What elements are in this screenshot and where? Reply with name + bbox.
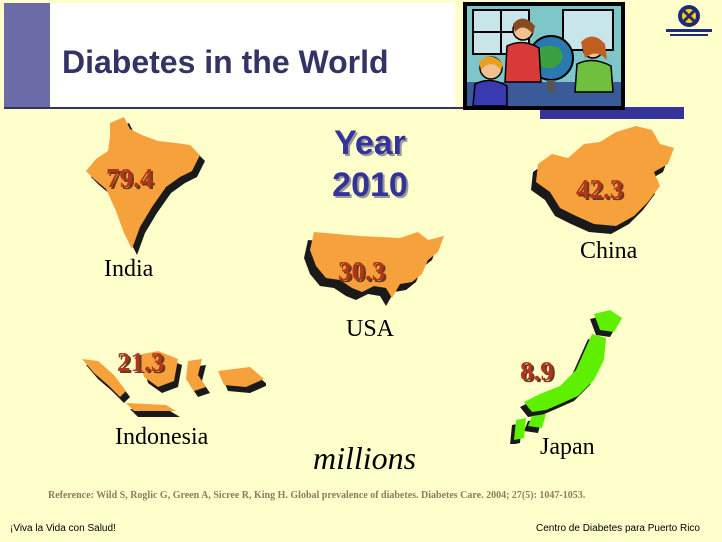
footer-organization: Centro de Diabetes para Puerto Rico: [536, 523, 700, 534]
usa-value: 30.3: [338, 256, 386, 286]
year-label: Year: [334, 124, 406, 162]
usa-map: [304, 232, 444, 306]
indonesia-name: Indonesia: [115, 424, 209, 450]
centro-de-diabetes-logo: [666, 5, 712, 36]
usa-shape: [310, 232, 444, 298]
indonesia-value: 21.3: [117, 347, 165, 377]
india-shape: [86, 117, 200, 249]
indonesia-shape: [82, 351, 264, 411]
china-shape: [536, 126, 674, 226]
japan-shape: [514, 310, 622, 440]
header-rule: [4, 107, 684, 109]
footer-slogan: ¡Viva la Vida con Salud!: [10, 523, 116, 534]
unit-label: millions: [313, 440, 417, 476]
usa-name: USA: [346, 316, 395, 342]
india-value: 79.4: [106, 163, 154, 193]
left-accent-bar: [4, 3, 50, 107]
india-map: [86, 117, 205, 255]
japan-name: Japan: [540, 434, 595, 460]
china-name: China: [580, 238, 638, 264]
japan-value: 8.9: [520, 356, 554, 386]
india-name: India: [104, 256, 154, 282]
china-map: [531, 126, 674, 234]
japan-map: [510, 310, 622, 444]
indonesia-map: [82, 351, 266, 417]
slide-title: Diabetes in the World: [62, 44, 389, 80]
reference-text: Reference: Wild S, Roglic G, Green A, Si…: [48, 490, 586, 501]
students-globe-clipart: [463, 2, 625, 110]
title-panel: [50, 3, 455, 107]
china-value: 42.3: [576, 174, 624, 204]
year-value: 2010: [332, 166, 408, 204]
header-rule-accent: [540, 107, 684, 119]
year-heading: Year 2010: [300, 122, 440, 206]
